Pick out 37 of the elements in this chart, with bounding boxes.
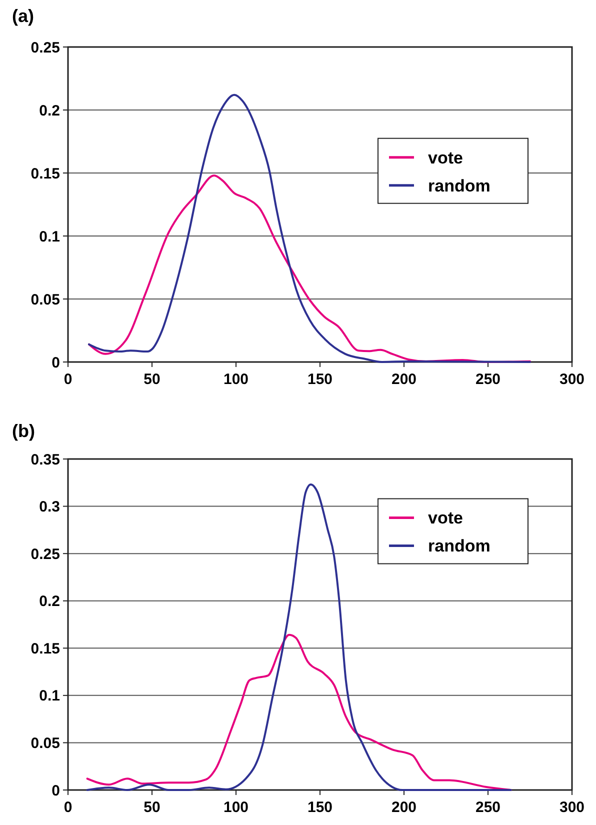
y-tick-label: 0.15 [30, 165, 60, 182]
x-tick-label: 0 [64, 799, 72, 816]
legend-label: random [428, 176, 490, 196]
x-tick-label: 100 [223, 799, 249, 816]
x-tick-label: 50 [144, 799, 160, 816]
chart-title: (a) [12, 6, 34, 26]
x-tick-label: 100 [223, 371, 249, 388]
y-tick-label: 0.35 [30, 451, 60, 468]
y-tick-label: 0.2 [39, 593, 60, 610]
y-tick-label: 0.1 [39, 688, 60, 705]
y-tick-label: 0.05 [30, 734, 60, 752]
x-tick-label: 50 [144, 371, 160, 388]
x-tick-label: 200 [391, 371, 417, 388]
x-tick-label: 150 [307, 799, 333, 816]
legend-label: random [428, 536, 490, 556]
y-tick-label: 0.1 [39, 228, 60, 246]
x-tick-label: 300 [559, 371, 585, 388]
legend-label: vote [428, 148, 463, 168]
chart-title: (b) [12, 421, 35, 441]
line-series [88, 174, 531, 363]
line-series [88, 94, 531, 363]
x-tick-label: 300 [559, 799, 585, 816]
y-tick-label: 0 [52, 782, 60, 800]
line-series [86, 484, 512, 791]
y-tick-label: 0 [52, 354, 60, 372]
x-tick-label: 150 [307, 371, 333, 388]
legend-label: vote [428, 508, 463, 528]
y-tick-label: 0.25 [30, 39, 60, 56]
y-tick-label: 0.05 [30, 291, 60, 308]
y-tick-label: 0.3 [39, 498, 60, 516]
y-tick-label: 0.25 [30, 546, 60, 563]
y-tick-label: 0.2 [39, 102, 60, 120]
x-tick-label: 250 [475, 799, 501, 816]
x-tick-label: 0 [64, 371, 72, 388]
y-tick-label: 0.15 [30, 640, 60, 658]
x-tick-label: 250 [475, 371, 501, 388]
x-tick-label: 200 [391, 799, 417, 816]
